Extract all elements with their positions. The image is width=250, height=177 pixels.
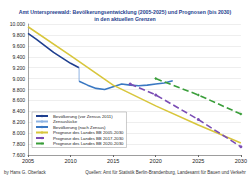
svg-text:9.600: 9.600	[12, 43, 25, 49]
svg-text:8.400: 8.400	[12, 108, 25, 114]
svg-text:8.000: 8.000	[12, 130, 25, 136]
svg-text:Zensuslücke: Zensuslücke	[53, 119, 78, 124]
svg-text:8.200: 8.200	[12, 119, 25, 125]
svg-text:7.800: 7.800	[12, 141, 25, 147]
svg-text:2015: 2015	[107, 158, 119, 164]
svg-text:Bevölkerung (vor Zensus 2011): Bevölkerung (vor Zensus 2011)	[53, 114, 113, 119]
svg-text:9.400: 9.400	[12, 54, 25, 60]
svg-text:9.000: 9.000	[12, 76, 25, 82]
svg-text:2005: 2005	[22, 158, 34, 164]
svg-text:Prognose des Landes BB 2020-20: Prognose des Landes BB 2020-2030	[53, 141, 124, 146]
svg-text:9.800: 9.800	[12, 32, 25, 38]
svg-text:Bevölkerung (nach Zensus): Bevölkerung (nach Zensus)	[53, 125, 106, 130]
svg-text:8.800: 8.800	[12, 87, 25, 93]
svg-text:Prognose des Landes BB 2017-20: Prognose des Landes BB 2017-2030	[53, 136, 124, 141]
svg-text:8.600: 8.600	[12, 97, 25, 103]
svg-text:7.600: 7.600	[12, 152, 25, 158]
svg-text:2030: 2030	[235, 158, 247, 164]
svg-text:in den aktuellen Grenzen: in den aktuellen Grenzen	[94, 16, 155, 22]
svg-text:10.000: 10.000	[10, 21, 26, 27]
svg-text:Quellen: Amt für Statistik Ber: Quellen: Amt für Statistik Berlin-Brande…	[85, 170, 246, 175]
svg-text:2020: 2020	[150, 158, 162, 164]
svg-text:Prognose des Landes BB 2005-20: Prognose des Landes BB 2005-2030	[53, 130, 124, 135]
svg-text:by Hans G. Oberlack: by Hans G. Oberlack	[4, 170, 47, 175]
svg-text:9.200: 9.200	[12, 65, 25, 71]
svg-text:Amt Unterspreewald: Bevölkerun: Amt Unterspreewald: Bevölkerungsentwickl…	[19, 9, 232, 15]
svg-text:2010: 2010	[64, 158, 76, 164]
svg-text:2025: 2025	[192, 158, 204, 164]
